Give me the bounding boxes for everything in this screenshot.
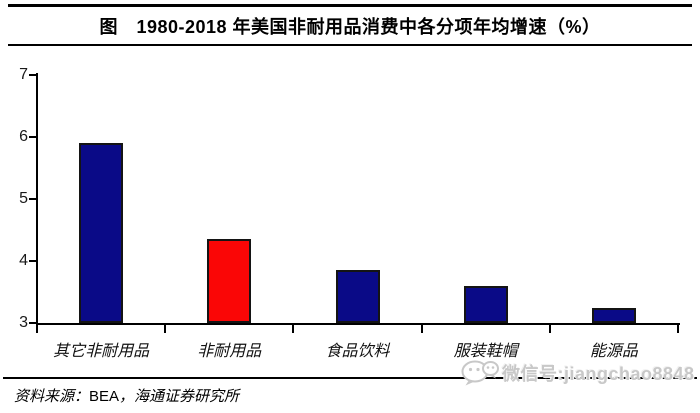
bar-1-其它非耐用品	[79, 143, 124, 323]
y-axis-tick-label: 6	[19, 128, 28, 145]
x-axis-tick	[292, 325, 295, 333]
watermark-text: 微信号:jiangchao8848	[502, 364, 695, 384]
x-axis-line	[36, 323, 680, 325]
y-axis-tick-label: 7	[19, 66, 28, 83]
bar-4-服装鞋帽	[463, 285, 508, 323]
source-prefix: 资料来源：	[14, 387, 90, 405]
source-rest: ，海通证券研究所	[119, 387, 240, 405]
category-label: 其它非耐用品	[53, 341, 150, 360]
footer-separator-rule	[3, 377, 697, 379]
y-axis-tick	[29, 74, 37, 76]
y-axis-tick-label: 4	[19, 252, 28, 269]
figure-title: 图 1980-2018 年美国非耐用品消费中各分项年均增速（%）	[99, 17, 601, 37]
y-axis-tick	[29, 136, 37, 138]
source-org: BEA	[89, 388, 120, 405]
y-axis-line	[36, 73, 38, 325]
category-label: 食品饮料	[325, 341, 390, 360]
bar-3-食品饮料	[335, 270, 380, 323]
wechat-icon	[461, 360, 499, 386]
x-axis-tick	[420, 325, 423, 333]
bar-5-能源品	[591, 307, 636, 323]
y-axis-tick	[29, 260, 37, 262]
category-label: 能源品	[589, 341, 638, 360]
top-border-rule	[8, 4, 692, 7]
bar-2-非耐用品	[207, 239, 252, 323]
y-axis-tick-label: 3	[19, 314, 28, 331]
y-axis-tick	[29, 198, 37, 200]
title-underline-rule	[8, 44, 692, 46]
y-axis-tick	[29, 322, 37, 324]
category-label: 非耐用品	[197, 341, 262, 360]
x-axis-tick	[164, 325, 167, 333]
bar-chart: 3 4 5 6 7 其它非耐用品 非耐用品 食品饮料 服装鞋帽 能源品	[0, 55, 700, 370]
category-label: 服装鞋帽	[453, 341, 518, 360]
watermark: 微信号:jiangchao8848	[461, 358, 695, 388]
x-axis-tick	[548, 325, 551, 333]
x-axis-tick	[677, 325, 679, 333]
y-axis-tick-label: 5	[19, 190, 28, 207]
x-axis-tick	[36, 325, 38, 333]
source-line: 资料来源：BEA，海通证券研究所	[14, 385, 239, 406]
